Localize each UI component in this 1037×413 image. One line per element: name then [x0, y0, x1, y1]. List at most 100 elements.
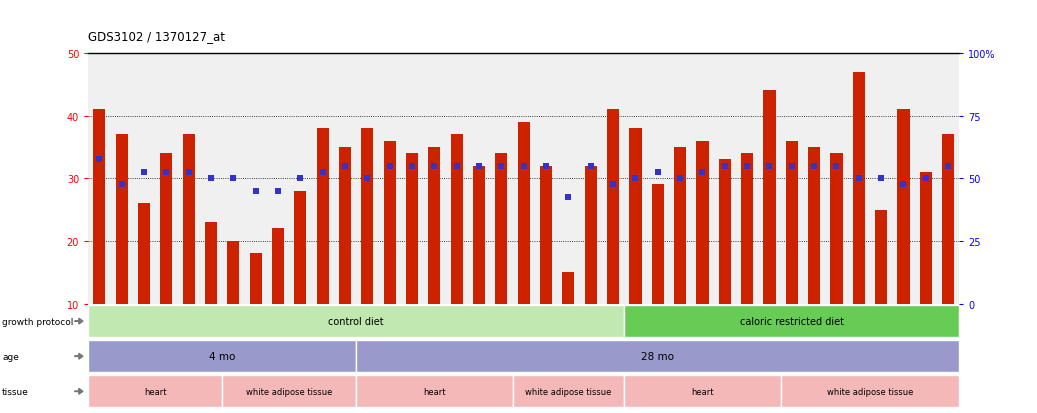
Point — [783, 163, 800, 170]
Bar — [295, 191, 307, 304]
Point — [515, 163, 532, 170]
Text: tissue: tissue — [2, 387, 29, 396]
Bar — [316, 129, 329, 304]
Bar — [222, 375, 356, 408]
Text: 28 mo: 28 mo — [641, 351, 674, 361]
Point — [113, 182, 130, 188]
Point — [202, 176, 219, 182]
Bar — [272, 229, 284, 304]
Bar — [517, 123, 530, 304]
Point — [738, 163, 755, 170]
Point — [940, 163, 956, 170]
Point — [850, 176, 867, 182]
Bar — [183, 135, 195, 304]
Bar — [831, 154, 842, 304]
Bar — [651, 185, 664, 304]
Bar — [629, 129, 642, 304]
Point — [717, 163, 733, 170]
Point — [270, 188, 286, 195]
Point — [359, 176, 375, 182]
Bar — [496, 154, 507, 304]
Bar — [763, 91, 776, 304]
Text: heart: heart — [691, 387, 713, 396]
Bar — [88, 305, 624, 337]
Point — [918, 176, 934, 182]
Bar — [88, 375, 222, 408]
Bar — [361, 129, 373, 304]
Bar — [384, 141, 396, 304]
Bar — [852, 72, 865, 304]
Bar — [356, 340, 959, 373]
Point — [158, 169, 174, 176]
Point — [426, 163, 443, 170]
Bar — [942, 135, 954, 304]
Bar — [540, 166, 552, 304]
Point — [292, 176, 309, 182]
Point — [649, 169, 666, 176]
Point — [538, 163, 555, 170]
Bar — [808, 147, 820, 304]
Bar — [897, 110, 909, 304]
Bar — [227, 241, 240, 304]
Bar — [512, 375, 624, 408]
Point — [471, 163, 487, 170]
Text: heart: heart — [144, 387, 166, 396]
Point — [180, 169, 197, 176]
Bar — [696, 141, 708, 304]
Bar — [356, 375, 512, 408]
Text: white adipose tissue: white adipose tissue — [525, 387, 612, 396]
Point — [314, 169, 331, 176]
Bar — [719, 160, 731, 304]
Text: caloric restricted diet: caloric restricted diet — [739, 316, 844, 326]
Text: control diet: control diet — [329, 316, 384, 326]
Text: growth protocol: growth protocol — [2, 317, 74, 326]
Text: GDS3102 / 1370127_at: GDS3102 / 1370127_at — [88, 31, 225, 43]
Bar — [428, 147, 441, 304]
Point — [403, 163, 420, 170]
Point — [672, 176, 689, 182]
Point — [806, 163, 822, 170]
Bar — [875, 210, 888, 304]
Point — [248, 188, 264, 195]
Text: heart: heart — [423, 387, 446, 396]
Bar — [585, 166, 597, 304]
Bar — [88, 340, 356, 373]
Bar — [786, 141, 797, 304]
Bar — [205, 223, 217, 304]
Bar — [138, 204, 150, 304]
Text: white adipose tissue: white adipose tissue — [246, 387, 332, 396]
Point — [382, 163, 398, 170]
Text: age: age — [2, 352, 19, 361]
Point — [761, 163, 778, 170]
Bar — [93, 110, 106, 304]
Bar — [920, 173, 932, 304]
Bar — [339, 147, 352, 304]
Bar — [674, 147, 686, 304]
Bar — [562, 273, 574, 304]
Text: 4 mo: 4 mo — [209, 351, 235, 361]
Bar — [405, 154, 418, 304]
Bar — [473, 166, 485, 304]
Point — [694, 169, 710, 176]
Text: white adipose tissue: white adipose tissue — [826, 387, 913, 396]
Point — [493, 163, 509, 170]
Point — [895, 182, 912, 188]
Point — [448, 163, 465, 170]
Point — [873, 176, 890, 182]
Point — [829, 163, 845, 170]
Bar — [781, 375, 959, 408]
Point — [337, 163, 354, 170]
Point — [627, 176, 644, 182]
Point — [91, 157, 108, 163]
Bar — [450, 135, 463, 304]
Point — [583, 163, 599, 170]
Bar — [624, 305, 959, 337]
Point — [136, 169, 152, 176]
Bar — [115, 135, 128, 304]
Point — [605, 182, 621, 188]
Point — [225, 176, 242, 182]
Bar — [160, 154, 172, 304]
Bar — [250, 254, 261, 304]
Bar — [624, 375, 781, 408]
Point — [560, 194, 577, 201]
